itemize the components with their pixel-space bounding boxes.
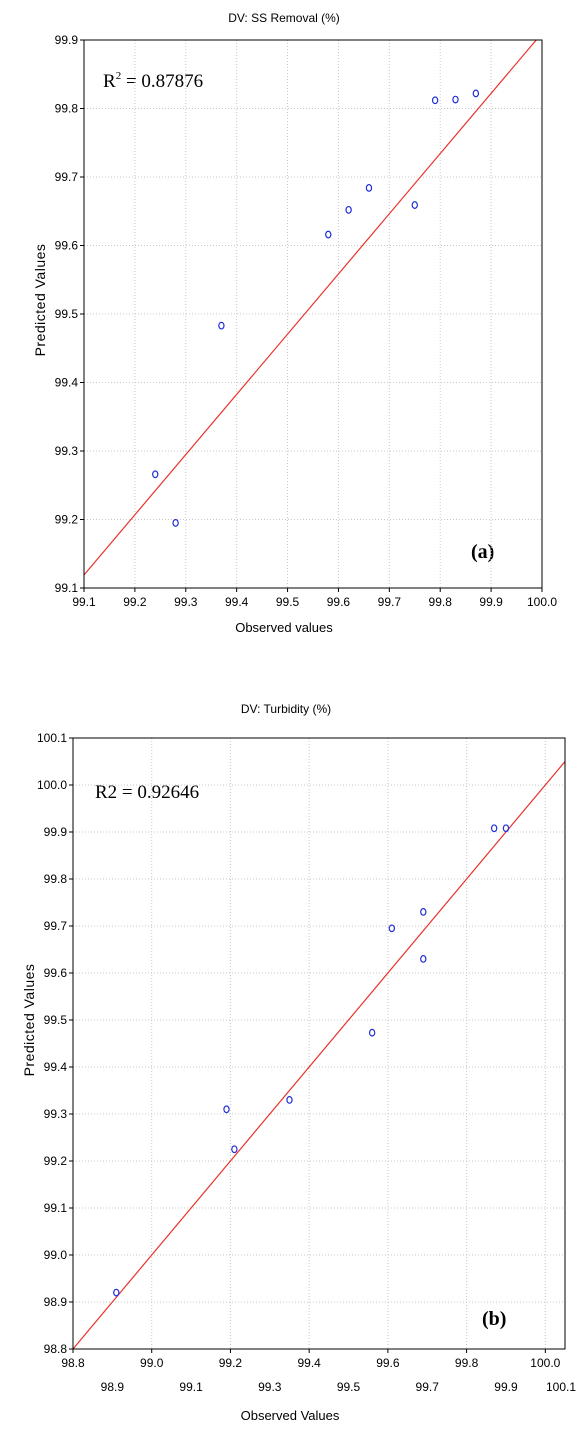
y-tick-label: 98.8 xyxy=(44,1342,68,1356)
y-tick-label: 99.9 xyxy=(44,825,68,839)
x-tick-label: 99.4 xyxy=(225,595,249,609)
y-tick-label: 99.9 xyxy=(55,33,79,47)
x-tick-label: 99.9 xyxy=(479,595,503,609)
y-tick-label: 99.7 xyxy=(44,919,68,933)
chart-a-grid xyxy=(84,40,542,588)
data-point xyxy=(172,519,179,527)
chart-a-plot-frame xyxy=(83,39,543,589)
y-tick-label: 99.4 xyxy=(55,376,79,390)
y-tick-label: 99.0 xyxy=(44,1248,68,1262)
y-tick-label: 99.1 xyxy=(44,1201,68,1215)
data-point xyxy=(368,1028,376,1037)
data-point xyxy=(345,205,352,214)
y-tick-label: 99.5 xyxy=(55,307,79,321)
x-tick-label: 99.7 xyxy=(378,595,402,609)
regression-line xyxy=(72,761,566,1350)
chart-a-ticks: 99.1 99.2 99.3 99.4 99.5 99.6 99.7 99.8 99.9 99.1… xyxy=(55,33,558,609)
data-point xyxy=(502,824,510,833)
y-tick-label: 100.1 xyxy=(37,731,67,745)
data-point xyxy=(388,924,396,933)
data-point xyxy=(223,1105,230,1114)
x-tick-label-bottom-row: 99.7 xyxy=(416,1380,440,1394)
chart-b-panel-label: (b) xyxy=(482,1308,506,1330)
data-point xyxy=(431,96,439,105)
x-tick-label-top-row: 99.2 xyxy=(219,1356,243,1370)
x-tick-label: 99.1 xyxy=(72,595,96,609)
chart-b-grid xyxy=(73,738,565,1349)
chart-b-fit-line xyxy=(72,761,566,1350)
regression-line xyxy=(83,39,537,576)
y-tick-label: 99.8 xyxy=(44,872,68,886)
chart-a-panel-label: (a) xyxy=(471,541,494,563)
data-point xyxy=(113,1288,120,1297)
y-tick-label: 99.8 xyxy=(55,102,79,116)
chart-a-r2-annotation: R2 = 0.87876 xyxy=(103,70,203,92)
chart-b-points xyxy=(113,824,510,1297)
chart-b-ticks: 98.8 98.9 99.0 99.1 99.2 99.3 99.4 99.5 99.6 99.7… xyxy=(37,731,576,1394)
x-tick-label: 99.2 xyxy=(123,595,147,609)
x-tick-label: 99.8 xyxy=(429,595,453,609)
chart-a-x-axis-label: Observed values xyxy=(235,620,333,635)
data-point xyxy=(152,470,159,479)
y-tick-label: 99.2 xyxy=(55,513,79,527)
x-tick-label-top-row: 98.8 xyxy=(61,1356,85,1370)
y-tick-label: 99.4 xyxy=(44,1060,68,1074)
x-tick-label: 100.0 xyxy=(527,595,557,609)
x-tick-label-bottom-row: 99.9 xyxy=(494,1380,518,1394)
y-tick-label: 98.9 xyxy=(44,1295,68,1309)
x-tick-label-bottom-row: 99.5 xyxy=(337,1380,361,1394)
x-tick-label-top-row: 99.0 xyxy=(140,1356,164,1370)
y-tick-label: 99.6 xyxy=(55,239,79,253)
chart-b-x-axis-label: Observed Values xyxy=(241,1408,340,1423)
chart-b: DV: Turbidity (%) Observed Values Predic… xyxy=(21,702,576,1423)
data-point xyxy=(231,1145,238,1154)
y-tick-label: 99.3 xyxy=(44,1107,68,1121)
y-tick-label: 100.0 xyxy=(37,778,67,792)
y-tick-label: 99.1 xyxy=(55,581,79,595)
y-tick-label: 99.2 xyxy=(44,1154,68,1168)
x-tick-label-top-row: 99.8 xyxy=(455,1356,479,1370)
data-point xyxy=(452,95,459,104)
chart-a-y-axis-label: Predicted Values xyxy=(32,244,48,357)
y-tick-label: 99.3 xyxy=(55,444,79,458)
data-point xyxy=(411,201,418,209)
chart-b-r2-annotation: R2 = 0.92646 xyxy=(95,782,199,803)
x-tick-label-top-row: 99.4 xyxy=(297,1356,321,1370)
chart-a: DV: SS Removal (%) Observed values Predi… xyxy=(32,11,557,635)
y-tick-label: 99.7 xyxy=(55,170,79,184)
y-tick-label: 99.5 xyxy=(44,1013,68,1027)
x-tick-label-top-row: 100.0 xyxy=(530,1356,560,1370)
data-point xyxy=(218,321,225,330)
x-tick-label-bottom-row: 98.9 xyxy=(101,1380,125,1394)
data-point xyxy=(420,955,427,963)
x-tick-label: 99.3 xyxy=(174,595,198,609)
x-tick-label-bottom-row: 99.3 xyxy=(258,1380,282,1394)
chart-b-plot-frame xyxy=(72,737,566,1350)
chart-a-fit-line xyxy=(83,39,537,576)
y-tick-label: 99.6 xyxy=(44,966,68,980)
data-point xyxy=(420,908,427,916)
data-point xyxy=(490,824,498,833)
x-tick-label: 99.5 xyxy=(276,595,300,609)
chart-a-points xyxy=(152,89,480,527)
data-point xyxy=(286,1095,293,1104)
chart-a-title: DV: SS Removal (%) xyxy=(228,11,340,25)
chart-b-y-axis-label: Predicted Values xyxy=(21,964,37,1077)
data-point xyxy=(365,184,373,192)
data-point xyxy=(325,230,332,239)
x-tick-label: 99.6 xyxy=(327,595,351,609)
chart-b-title: DV: Turbidity (%) xyxy=(241,702,331,716)
x-tick-label-bottom-row: 100.1 xyxy=(546,1380,576,1394)
data-point xyxy=(472,89,480,98)
x-tick-label-top-row: 99.6 xyxy=(376,1356,400,1370)
x-tick-label-bottom-row: 99.1 xyxy=(179,1380,203,1394)
